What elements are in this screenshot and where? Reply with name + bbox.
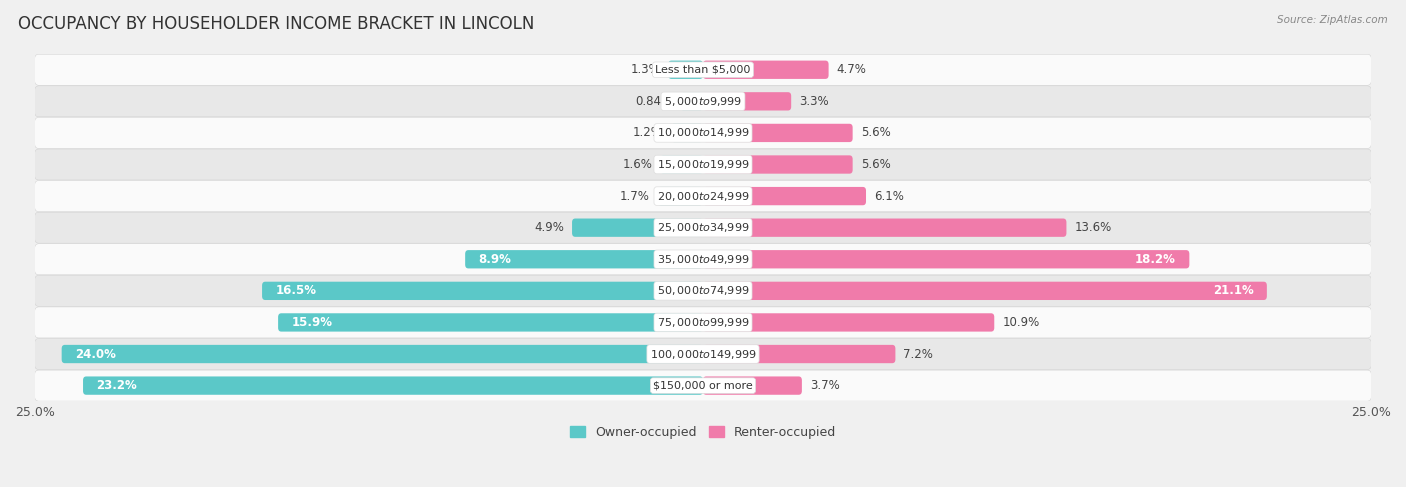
FancyBboxPatch shape	[35, 181, 1371, 211]
FancyBboxPatch shape	[572, 219, 703, 237]
FancyBboxPatch shape	[661, 155, 703, 174]
FancyBboxPatch shape	[703, 124, 852, 142]
Text: 15.9%: 15.9%	[291, 316, 332, 329]
Text: 10.9%: 10.9%	[1002, 316, 1039, 329]
Text: Less than $5,000: Less than $5,000	[655, 65, 751, 75]
Text: 1.3%: 1.3%	[630, 63, 661, 76]
FancyBboxPatch shape	[35, 149, 1371, 180]
Text: $25,000 to $34,999: $25,000 to $34,999	[657, 221, 749, 234]
FancyBboxPatch shape	[703, 155, 852, 174]
FancyBboxPatch shape	[658, 187, 703, 205]
FancyBboxPatch shape	[35, 86, 1371, 117]
Text: 3.3%: 3.3%	[799, 95, 828, 108]
Text: $5,000 to $9,999: $5,000 to $9,999	[664, 95, 742, 108]
FancyBboxPatch shape	[681, 92, 703, 111]
Text: 4.7%: 4.7%	[837, 63, 866, 76]
Text: $10,000 to $14,999: $10,000 to $14,999	[657, 127, 749, 139]
Text: $150,000 or more: $150,000 or more	[654, 381, 752, 391]
Text: 24.0%: 24.0%	[75, 348, 115, 360]
Text: 5.6%: 5.6%	[860, 127, 890, 139]
FancyBboxPatch shape	[35, 307, 1371, 338]
Text: 8.9%: 8.9%	[478, 253, 512, 266]
Legend: Owner-occupied, Renter-occupied: Owner-occupied, Renter-occupied	[565, 421, 841, 444]
FancyBboxPatch shape	[35, 275, 1371, 306]
FancyBboxPatch shape	[83, 376, 703, 395]
Text: 3.7%: 3.7%	[810, 379, 839, 392]
Text: 0.84%: 0.84%	[636, 95, 672, 108]
FancyBboxPatch shape	[35, 54, 1371, 85]
FancyBboxPatch shape	[703, 219, 1066, 237]
FancyBboxPatch shape	[668, 60, 703, 79]
Text: $35,000 to $49,999: $35,000 to $49,999	[657, 253, 749, 266]
Text: 18.2%: 18.2%	[1135, 253, 1175, 266]
FancyBboxPatch shape	[465, 250, 703, 268]
Text: OCCUPANCY BY HOUSEHOLDER INCOME BRACKET IN LINCOLN: OCCUPANCY BY HOUSEHOLDER INCOME BRACKET …	[18, 15, 534, 33]
FancyBboxPatch shape	[35, 244, 1371, 275]
FancyBboxPatch shape	[262, 281, 703, 300]
Text: $75,000 to $99,999: $75,000 to $99,999	[657, 316, 749, 329]
FancyBboxPatch shape	[703, 187, 866, 205]
Text: 13.6%: 13.6%	[1074, 221, 1112, 234]
Text: 23.2%: 23.2%	[97, 379, 138, 392]
FancyBboxPatch shape	[703, 376, 801, 395]
Text: 4.9%: 4.9%	[534, 221, 564, 234]
FancyBboxPatch shape	[703, 92, 792, 111]
Text: 1.6%: 1.6%	[623, 158, 652, 171]
Text: 1.2%: 1.2%	[633, 127, 662, 139]
FancyBboxPatch shape	[671, 124, 703, 142]
Text: 16.5%: 16.5%	[276, 284, 316, 298]
FancyBboxPatch shape	[35, 370, 1371, 401]
FancyBboxPatch shape	[35, 338, 1371, 370]
Text: $15,000 to $19,999: $15,000 to $19,999	[657, 158, 749, 171]
Text: 7.2%: 7.2%	[904, 348, 934, 360]
FancyBboxPatch shape	[703, 313, 994, 332]
Text: $50,000 to $74,999: $50,000 to $74,999	[657, 284, 749, 298]
FancyBboxPatch shape	[35, 117, 1371, 149]
Text: $100,000 to $149,999: $100,000 to $149,999	[650, 348, 756, 360]
FancyBboxPatch shape	[278, 313, 703, 332]
Text: Source: ZipAtlas.com: Source: ZipAtlas.com	[1277, 15, 1388, 25]
FancyBboxPatch shape	[35, 212, 1371, 243]
FancyBboxPatch shape	[62, 345, 703, 363]
FancyBboxPatch shape	[703, 250, 1189, 268]
Text: 5.6%: 5.6%	[860, 158, 890, 171]
Text: $20,000 to $24,999: $20,000 to $24,999	[657, 189, 749, 203]
Text: 6.1%: 6.1%	[875, 189, 904, 203]
FancyBboxPatch shape	[703, 60, 828, 79]
FancyBboxPatch shape	[703, 345, 896, 363]
Text: 21.1%: 21.1%	[1213, 284, 1254, 298]
Text: 1.7%: 1.7%	[620, 189, 650, 203]
FancyBboxPatch shape	[703, 281, 1267, 300]
